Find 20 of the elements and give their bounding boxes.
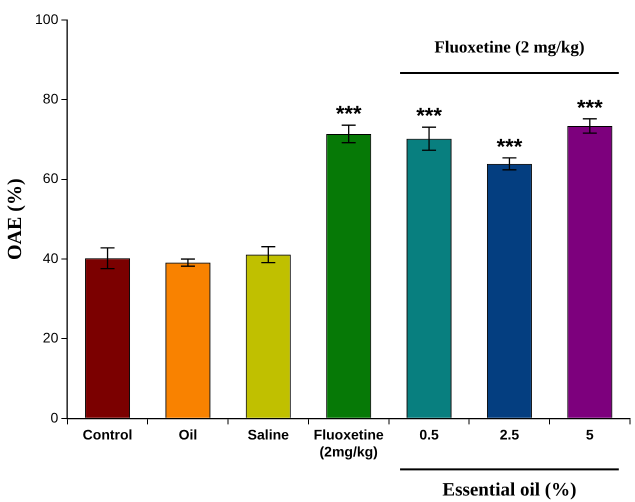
annotation: ***	[496, 134, 523, 159]
x-tick-label: 5	[586, 426, 594, 443]
y-tick-label: 80	[42, 90, 59, 107]
x-tick-label: Oil	[178, 426, 198, 443]
annotation: ***	[336, 101, 362, 126]
x-tick-label: Fluoxetine (2mg/kg)	[314, 426, 384, 460]
y-tick-label: 20	[42, 330, 59, 346]
x-tick-label: 2.5	[500, 426, 520, 443]
y-tick-label: 60	[42, 170, 59, 186]
y-tick-label: 0	[50, 409, 59, 426]
y-tick-label: 40	[42, 250, 59, 266]
x-tick-label: 0.5	[419, 426, 439, 443]
x-tick-label: Saline	[248, 426, 290, 443]
y-tick-label: 100	[35, 10, 59, 27]
x-tick-label: Control	[82, 426, 132, 443]
text: Essential oil (%)	[442, 479, 576, 500]
annotation: ***	[416, 103, 442, 128]
annotation: ***	[576, 94, 604, 120]
y-axis-title: OAE (%)	[4, 178, 26, 260]
annotation: Fluoxetine (2 mg/kg)	[434, 37, 585, 56]
